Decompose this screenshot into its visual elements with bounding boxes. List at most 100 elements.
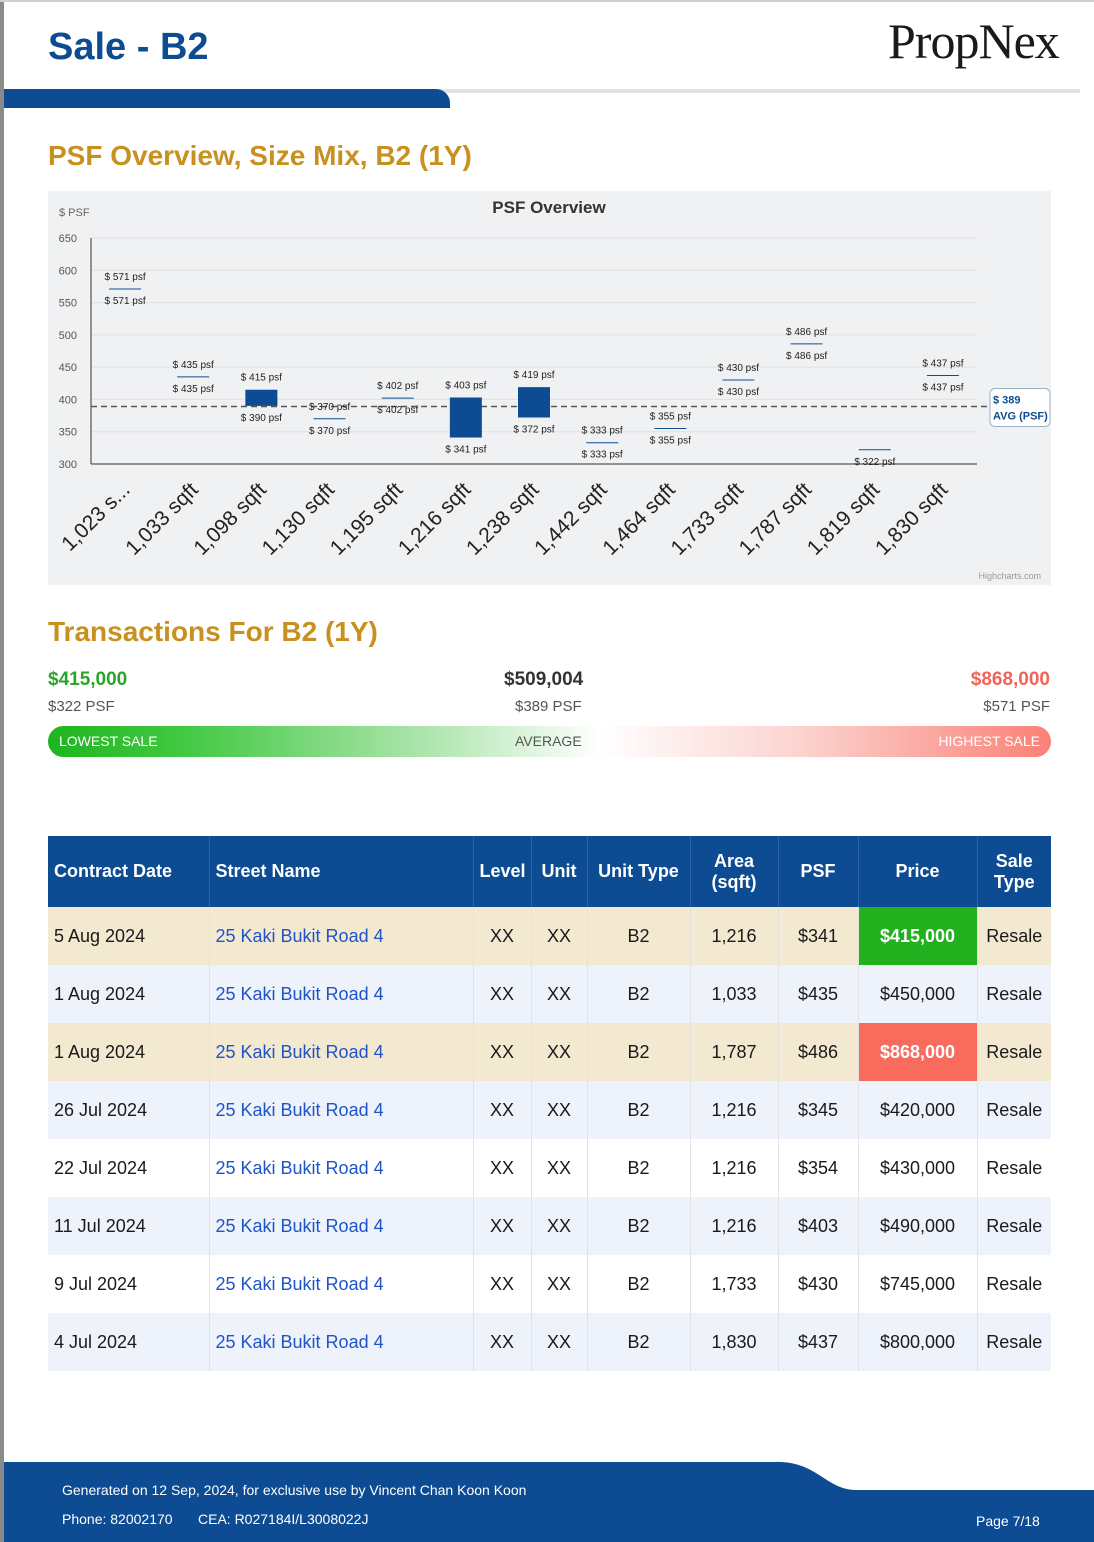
cell-unit-type: B2 (587, 907, 691, 965)
psf-low-label: $ 402 psf (377, 405, 418, 416)
page-footer: Generated on 12 Sep, 2024, for exclusive… (4, 1460, 1094, 1542)
cell-contract-date: 11 Jul 2024 (48, 1197, 210, 1255)
psf-high-label: $ 419 psf (513, 370, 554, 381)
psf-high-label: $ 486 psf (786, 327, 827, 338)
psf-low-label: $ 390 psf (241, 413, 282, 424)
cell-area: 1,033 (690, 965, 779, 1023)
cell-street-name[interactable]: 25 Kaki Bukit Road 4 (209, 907, 474, 965)
highest-sale-label: HIGHEST SALE (938, 733, 1040, 749)
cell-level: XX (473, 1023, 532, 1081)
table-row[interactable]: 1 Aug 2024 25 Kaki Bukit Road 4 XX XX B2 1,03… (48, 965, 1051, 1023)
cell-unit: XX (531, 965, 588, 1023)
psf-low-label: $ 333 psf (582, 450, 623, 461)
col-header-street-name[interactable]: Street Name (209, 836, 474, 907)
table-row[interactable]: 26 Jul 2024 25 Kaki Bukit Road 4 XX XX B2 1,2… (48, 1081, 1051, 1139)
table-row[interactable]: 5 Aug 2024 25 Kaki Bukit Road 4 XX XX B2 1,21… (48, 907, 1051, 965)
col-header-psf[interactable]: PSF (778, 836, 859, 907)
average-label: AVERAGE (515, 733, 582, 749)
cell-unit-type: B2 (587, 1255, 691, 1313)
psf-box (518, 387, 550, 418)
average-sale-psf: $389 PSF (515, 698, 582, 715)
psf-high-label: $ 415 psf (241, 373, 282, 384)
cell-level: XX (473, 1081, 532, 1139)
psf-section-title: PSF Overview, Size Mix, B2 (1Y) (48, 140, 472, 171)
chart-credit: Highcharts.com (978, 571, 1041, 581)
cell-psf: $430 (778, 1255, 859, 1313)
cell-unit: XX (531, 907, 588, 965)
cell-psf: $345 (778, 1081, 859, 1139)
psf-low-label: $ 486 psf (786, 351, 827, 362)
cell-street-name[interactable]: 25 Kaki Bukit Road 4 (209, 965, 474, 1023)
col-header-level[interactable]: Level (473, 836, 532, 907)
cell-sale-type: Resale (977, 907, 1051, 965)
cell-street-name[interactable]: 25 Kaki Bukit Road 4 (209, 1313, 474, 1371)
table-row[interactable]: 4 Jul 2024 25 Kaki Bukit Road 4 XX XX B2 1,83… (48, 1313, 1051, 1371)
cell-unit-type: B2 (587, 1139, 691, 1197)
col-header-sale-type[interactable]: Sale Type (977, 836, 1051, 907)
chart-title: PSF Overview (492, 198, 606, 217)
y-tick-label: 500 (59, 330, 77, 342)
cell-level: XX (473, 1197, 532, 1255)
propnex-logo: PropNex (888, 13, 1060, 69)
x-tick-label: 1,216 sqft (394, 478, 476, 560)
cell-street-name[interactable]: 25 Kaki Bukit Road 4 (209, 1023, 474, 1081)
psf-low-label: $ 435 psf (173, 384, 214, 395)
col-header-price[interactable]: Price (858, 836, 978, 907)
cell-contract-date: 4 Jul 2024 (48, 1313, 210, 1371)
table-row[interactable]: 11 Jul 2024 25 Kaki Bukit Road 4 XX XX B2 1,2… (48, 1197, 1051, 1255)
cell-area: 1,216 (690, 1081, 779, 1139)
col-header-contract-date[interactable]: Contract Date (48, 836, 210, 907)
psf-chart-svg: PSF Overview $ PSF 300 350 400 450 500 550 600 65… (57, 198, 1051, 581)
cell-sale-type: Resale (977, 1081, 1051, 1139)
lowest-sale-psf: $322 PSF (48, 698, 115, 715)
cell-street-name[interactable]: 25 Kaki Bukit Road 4 (209, 1081, 474, 1139)
page-title: Sale - B2 (48, 26, 209, 68)
y-tick-label: 450 (59, 362, 77, 374)
cell-area: 1,830 (690, 1313, 779, 1371)
cell-area: 1,216 (690, 907, 779, 965)
psf-high-label: $ 355 psf (650, 411, 691, 422)
cell-unit-type: B2 (587, 1313, 691, 1371)
table-row[interactable]: 22 Jul 2024 25 Kaki Bukit Road 4 XX XX B2 1,2… (48, 1139, 1051, 1197)
table-row[interactable]: 1 Aug 2024 25 Kaki Bukit Road 4 XX XX B2 1,78… (48, 1023, 1051, 1081)
table-row[interactable]: 9 Jul 2024 25 Kaki Bukit Road 4 XX XX B2 1,73… (48, 1255, 1051, 1313)
psf-low-label: $ 355 psf (650, 435, 691, 446)
y-tick-label: 650 (59, 233, 77, 245)
col-header-unit[interactable]: Unit (531, 836, 588, 907)
cell-psf: $354 (778, 1139, 859, 1197)
cell-sale-type: Resale (977, 1023, 1051, 1081)
psf-low-label: $ 370 psf (309, 426, 350, 437)
page-left-edge (0, 0, 4, 1542)
cell-street-name[interactable]: 25 Kaki Bukit Road 4 (209, 1139, 474, 1197)
footer-background (4, 1461, 1094, 1542)
psf-high-label: $ 403 psf (445, 380, 486, 391)
cell-psf: $486 (778, 1023, 859, 1081)
cell-price: $490,000 (858, 1197, 978, 1255)
col-header-unit-type[interactable]: Unit Type (587, 836, 691, 907)
lowest-sale-price: $415,000 (48, 669, 128, 690)
x-tick-label: 1,787 sqft (735, 478, 817, 560)
footer-cea: CEA: R027184I/L3008022J (198, 1511, 369, 1527)
cell-price: $420,000 (858, 1081, 978, 1139)
cell-psf: $435 (778, 965, 859, 1023)
y-tick-label: 600 (59, 265, 77, 277)
cell-unit: XX (531, 1023, 588, 1081)
cell-psf: $341 (778, 907, 859, 965)
cell-contract-date: 26 Jul 2024 (48, 1081, 210, 1139)
cell-street-name[interactable]: 25 Kaki Bukit Road 4 (209, 1255, 474, 1313)
cell-price: $745,000 (858, 1255, 978, 1313)
price-range-gauge: LOWEST SALE AVERAGE HIGHEST SALE (48, 726, 1051, 757)
cell-street-name[interactable]: 25 Kaki Bukit Road 4 (209, 1197, 474, 1255)
cell-area: 1,733 (690, 1255, 779, 1313)
x-tick-label: 1,733 sqft (667, 478, 749, 560)
x-tick-label: 1,195 sqft (326, 478, 408, 560)
header-divider (440, 89, 1080, 93)
psf-high-label: $ 571 psf (104, 272, 145, 283)
psf-low-label: $ 437 psf (922, 383, 963, 394)
cell-contract-date: 1 Aug 2024 (48, 1023, 210, 1081)
cell-unit: XX (531, 1313, 588, 1371)
y-tick-label: 300 (59, 459, 77, 471)
cell-psf: $403 (778, 1197, 859, 1255)
cell-level: XX (473, 1139, 532, 1197)
col-header-area[interactable]: Area (sqft) (690, 836, 779, 907)
